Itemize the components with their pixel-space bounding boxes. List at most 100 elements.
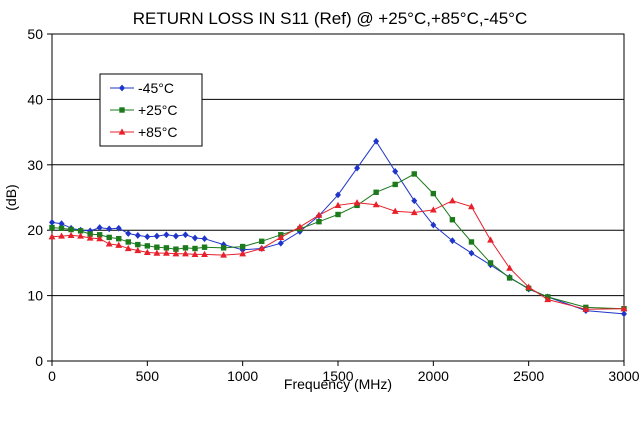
y-tick-label: 20 xyxy=(27,222,43,238)
data-point xyxy=(58,220,65,228)
data-point xyxy=(115,224,122,232)
data-point xyxy=(49,218,55,226)
data-point xyxy=(77,232,84,239)
data-point xyxy=(430,221,437,229)
data-point xyxy=(86,234,94,241)
data-point xyxy=(392,181,398,188)
data-point xyxy=(259,238,265,245)
data-point xyxy=(239,246,246,254)
x-tick-label: 0 xyxy=(48,368,56,384)
data-point xyxy=(373,137,380,145)
data-point xyxy=(354,202,360,209)
data-point xyxy=(87,231,93,237)
data-point xyxy=(96,235,104,242)
data-point xyxy=(124,244,132,252)
data-point xyxy=(201,235,208,243)
data-point xyxy=(201,244,208,250)
data-point xyxy=(134,246,142,254)
data-point xyxy=(163,249,170,256)
x-tick-label: 1000 xyxy=(227,368,258,384)
data-point xyxy=(105,240,113,247)
data-point xyxy=(119,84,125,92)
x-tick-label: 1500 xyxy=(322,368,353,384)
data-point xyxy=(68,226,74,233)
data-point xyxy=(125,239,131,245)
data-point xyxy=(334,201,342,208)
data-point xyxy=(449,237,456,245)
data-point xyxy=(192,234,198,242)
data-point xyxy=(373,189,379,195)
data-point xyxy=(430,190,437,197)
data-point xyxy=(125,230,132,237)
data-point xyxy=(487,236,494,243)
data-point xyxy=(106,225,113,233)
data-point xyxy=(58,225,65,231)
data-point xyxy=(143,248,151,256)
series-45c xyxy=(49,137,627,318)
chart-title: RETURN LOSS IN S11 (Ref) @ +25°C,+85°C,-… xyxy=(133,9,527,28)
data-point xyxy=(335,211,341,218)
data-point xyxy=(191,250,199,257)
data-point xyxy=(106,234,112,241)
data-point xyxy=(182,250,189,257)
data-point xyxy=(316,218,322,225)
data-point xyxy=(153,249,161,256)
data-point xyxy=(154,244,160,250)
data-point xyxy=(468,239,475,245)
data-point xyxy=(134,232,141,239)
data-point xyxy=(449,197,456,204)
data-point xyxy=(182,245,189,251)
data-point xyxy=(144,243,151,249)
y-tick-label: 0 xyxy=(35,353,43,369)
y-tick-label: 10 xyxy=(27,288,43,304)
y-axis-label: (dB) xyxy=(3,184,19,210)
legend: -45°C +25°C +85°C xyxy=(99,73,203,147)
x-axis-label: Frequency (MHz) xyxy=(284,376,392,392)
series-line xyxy=(51,140,625,315)
legend-entry-label: +85°C xyxy=(138,124,177,140)
data-point xyxy=(163,245,170,251)
data-point xyxy=(620,305,628,312)
series-25c xyxy=(49,171,627,312)
data-point xyxy=(116,236,122,242)
data-point xyxy=(621,310,627,318)
y-tick-label: 30 xyxy=(27,157,43,173)
data-point xyxy=(153,232,160,240)
x-tick-label: 2500 xyxy=(513,368,544,384)
data-point xyxy=(173,246,179,252)
series-85c xyxy=(48,197,628,312)
data-point xyxy=(277,239,284,247)
data-point xyxy=(220,241,227,248)
data-point xyxy=(506,275,513,281)
data-point xyxy=(163,231,170,239)
data-point xyxy=(410,208,418,216)
data-point xyxy=(172,250,180,257)
data-point xyxy=(487,260,494,266)
data-point xyxy=(239,243,246,250)
data-point xyxy=(582,305,590,312)
data-point xyxy=(220,251,227,258)
data-point xyxy=(449,217,456,223)
data-point xyxy=(67,231,75,239)
data-point xyxy=(391,207,399,214)
data-point xyxy=(182,231,189,239)
data-point xyxy=(277,233,285,240)
data-point xyxy=(77,228,84,234)
y-tick-label: 40 xyxy=(27,91,43,107)
data-point xyxy=(506,264,513,271)
x-axis-ticks: 0 500 1000 1500 2000 2500 3000 xyxy=(48,361,640,384)
legend-entry-label: -45°C xyxy=(138,80,174,96)
data-point xyxy=(315,211,323,218)
data-point xyxy=(468,249,475,257)
legend-entry-label: +25°C xyxy=(138,102,177,118)
data-point xyxy=(411,171,417,177)
data-point xyxy=(119,107,125,113)
data-point xyxy=(49,224,55,231)
x-tick-label: 500 xyxy=(136,368,160,384)
data-point xyxy=(58,232,65,239)
data-point xyxy=(544,295,552,303)
data-point xyxy=(468,203,475,210)
series-layer xyxy=(48,137,628,318)
data-point xyxy=(220,245,227,251)
